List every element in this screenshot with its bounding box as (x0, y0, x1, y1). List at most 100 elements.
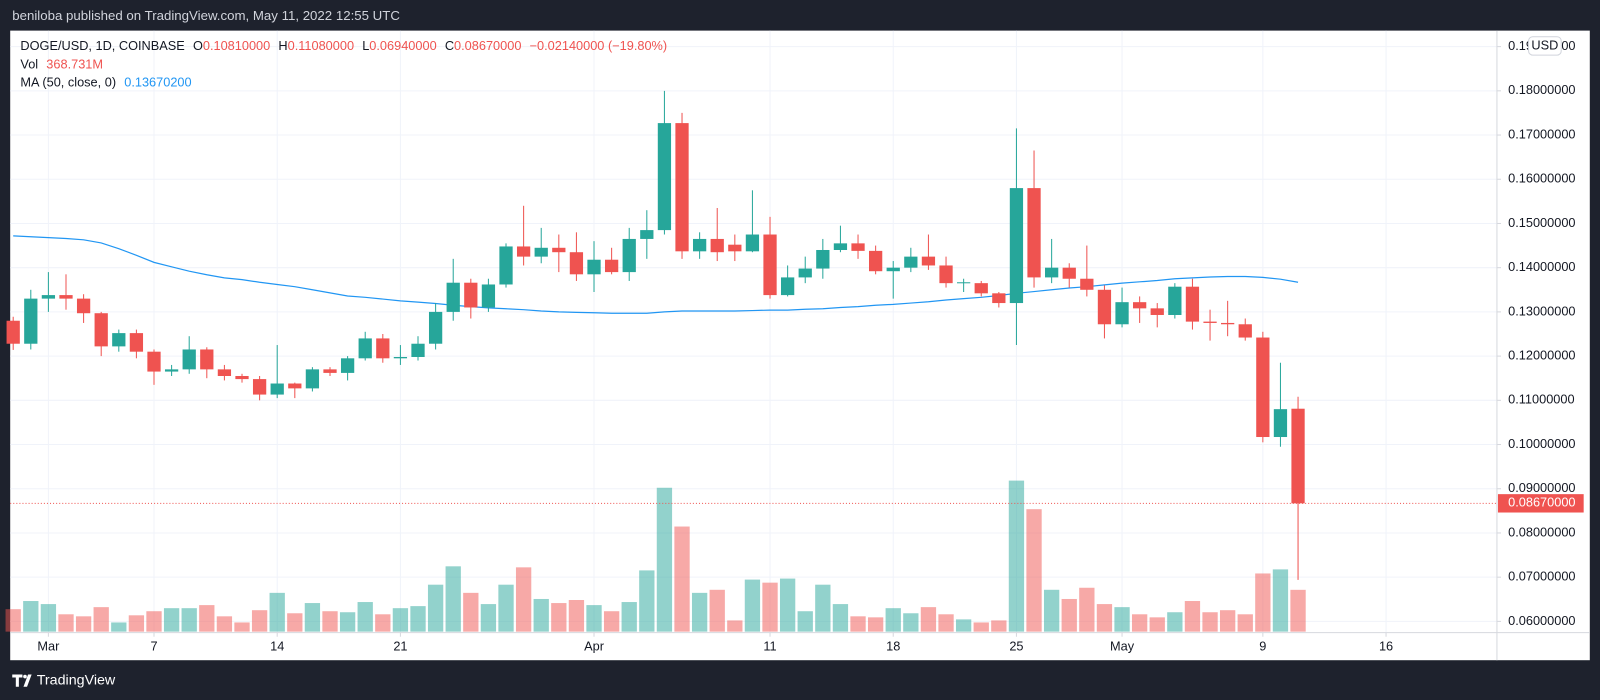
logo-dot (23, 674, 27, 679)
volume-bar (199, 605, 215, 632)
volume-bar (762, 582, 778, 632)
volume-bar (779, 578, 796, 632)
legend-symbol: DOGE/USD, 1D, COINBASE (20, 38, 184, 53)
volume-bar (727, 620, 743, 632)
logo-mark (12, 674, 32, 687)
candle-body (76, 298, 91, 314)
candle-body (1291, 408, 1305, 504)
volume-bar (850, 616, 866, 632)
candle-body (200, 349, 214, 370)
candle-body (217, 369, 232, 376)
candle-body (868, 250, 883, 272)
legend-key: H (278, 38, 287, 53)
volume-bar (568, 600, 585, 632)
candle-body (376, 338, 390, 359)
candle-body (1080, 278, 1094, 290)
volume-bar (955, 619, 972, 632)
candle-body (59, 295, 73, 299)
candle-body (94, 313, 108, 347)
candle-body (604, 259, 619, 273)
candle-body (1009, 188, 1024, 304)
volume-layer (5, 480, 1306, 632)
candle-body (657, 123, 672, 231)
volume-bar (163, 608, 180, 632)
volume-bar (445, 566, 461, 632)
volume-bar (885, 608, 901, 632)
y-tick-label: 0.18000000 (1508, 82, 1575, 97)
volume-bar (498, 584, 514, 632)
candle-body (1168, 286, 1182, 315)
axes: 0.06000000 0.07000000 0.08000000 0.09000000… (37, 36, 1584, 653)
legend-volume: Vol 368.731M (20, 57, 103, 72)
publish-info: beniloba published on TradingView.com, M… (12, 8, 400, 23)
volume-bar (867, 617, 884, 632)
x-tick-label: Mar (37, 638, 60, 653)
volume-bar (480, 604, 497, 632)
candle-body (816, 249, 830, 269)
candle-body (552, 247, 566, 253)
volume-bar (111, 622, 127, 632)
y-tick-label: 0.08000000 (1508, 524, 1575, 539)
candle-body (798, 268, 812, 278)
candle-body (129, 333, 144, 352)
candle-body (305, 369, 320, 389)
candle-body (252, 379, 267, 395)
volume-bar (58, 614, 74, 632)
candle-body (6, 320, 20, 344)
volume-bar (216, 616, 233, 632)
volume-bar (551, 603, 567, 632)
candle-body (1115, 302, 1129, 325)
x-tick-label: 21 (393, 638, 407, 653)
candle-body (710, 238, 724, 253)
candle-body (622, 238, 636, 273)
volume-bar (93, 607, 109, 632)
candle-body (851, 243, 865, 251)
volume-bar (515, 567, 532, 632)
y-tick-label: 0.14000000 (1508, 259, 1575, 274)
y-tick-label: 0.15000000 (1508, 215, 1575, 230)
y-tick-label: 0.06000000 (1508, 613, 1575, 628)
volume-bar (234, 622, 250, 632)
candle-body (1150, 308, 1164, 315)
legend-value: 368.731M (46, 57, 103, 72)
candle-body (939, 265, 953, 284)
volume-bar (146, 611, 162, 632)
volume-bar (920, 607, 937, 632)
volume-bar (1219, 610, 1236, 632)
candle-body (1221, 322, 1235, 325)
candle-body (745, 234, 760, 252)
legend-key: MA (50, close, 0) (20, 75, 116, 90)
volume-bar (1043, 589, 1060, 632)
candle-body (182, 349, 196, 370)
last-price-tag (1497, 494, 1584, 513)
candle-body (41, 295, 56, 299)
legend-key: C (445, 38, 454, 53)
legend-value: 0.10810000 (203, 38, 270, 53)
x-tick-label: 18 (886, 638, 900, 653)
volume-bar (1061, 598, 1077, 632)
x-tick-label: 14 (270, 638, 284, 653)
candle-body (1027, 188, 1041, 278)
volume-bar (1255, 573, 1271, 632)
volume-bar (40, 604, 57, 632)
volume-bar (797, 611, 813, 632)
candle-body (886, 267, 900, 272)
volume-bar (1096, 604, 1113, 632)
candle-body (1256, 337, 1270, 438)
volume-bar (392, 608, 409, 632)
candle-body (974, 283, 988, 294)
candle-body (516, 246, 531, 257)
volume-bar (1184, 601, 1201, 632)
candle-body (957, 282, 971, 284)
volume-bar (322, 611, 338, 632)
volume-bar (463, 592, 479, 632)
chart-area (10, 30, 1590, 661)
volume-bar (5, 609, 21, 632)
candle-body (288, 383, 302, 389)
volume-bar (1026, 509, 1042, 632)
candle-body (534, 247, 548, 257)
volume-bar (832, 604, 849, 632)
candle-body (1045, 267, 1059, 278)
